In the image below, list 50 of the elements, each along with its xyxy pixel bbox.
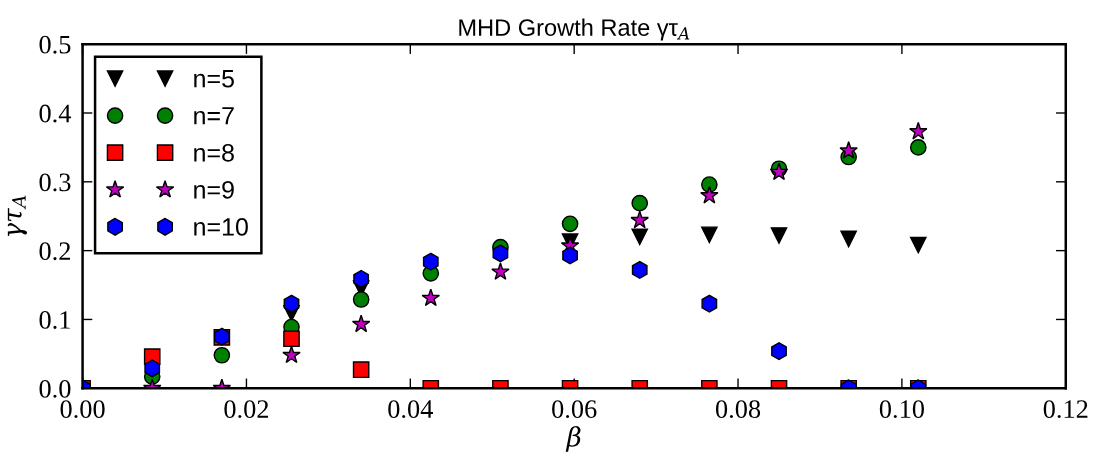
chart-title: MHD Growth Rate γτ$_{A}$ — [459, 18, 690, 41]
x-tick-label: 0.00 — [60, 400, 105, 419]
point — [352, 361, 370, 379]
point — [770, 227, 788, 244]
point — [631, 228, 649, 246]
point — [631, 260, 648, 279]
x-axis-title: β — [565, 426, 581, 452]
point — [282, 345, 301, 364]
x-tick-label: 0.08 — [715, 400, 761, 419]
y-tick-label: 0.1 — [39, 311, 70, 329]
x-tick-label: 0.12 — [1043, 400, 1088, 419]
point — [283, 294, 300, 313]
x-tick-label: 0.02 — [224, 400, 269, 419]
point — [283, 330, 300, 348]
y-axis-title: γτ$_{A}$ — [7, 195, 28, 237]
point — [144, 359, 161, 378]
point — [421, 288, 441, 307]
point — [909, 139, 927, 156]
y-tick-label: 0.3 — [39, 173, 71, 192]
point — [213, 346, 231, 364]
y-tick-label: 0.0 — [39, 379, 71, 398]
y-tick-label: 0.4 — [39, 104, 72, 123]
x-tick-label: 0.06 — [552, 400, 597, 419]
legend-label: n=7 — [194, 107, 234, 125]
point — [631, 194, 649, 212]
point — [562, 246, 578, 265]
legend-label: n=5 — [194, 70, 234, 88]
point — [701, 226, 718, 244]
point — [630, 210, 649, 229]
point — [840, 230, 857, 248]
x-tick-label: 0.10 — [879, 400, 924, 419]
point — [771, 342, 787, 361]
point — [422, 252, 439, 271]
point — [701, 294, 718, 313]
point — [353, 269, 370, 288]
point — [909, 121, 928, 140]
point — [351, 314, 371, 333]
point — [352, 291, 370, 308]
point — [909, 236, 927, 254]
x-tick-label: 0.04 — [388, 400, 433, 419]
y-tick-label: 0.2 — [39, 242, 71, 261]
point — [492, 244, 509, 263]
point — [839, 141, 858, 159]
y-tick-label: 0.5 — [39, 35, 71, 54]
legend-label: n=9 — [194, 181, 234, 199]
legend-label: n=10 — [194, 218, 248, 236]
point — [491, 262, 510, 280]
point — [561, 215, 579, 233]
point — [700, 185, 719, 204]
legend-label: n=8 — [194, 143, 234, 162]
